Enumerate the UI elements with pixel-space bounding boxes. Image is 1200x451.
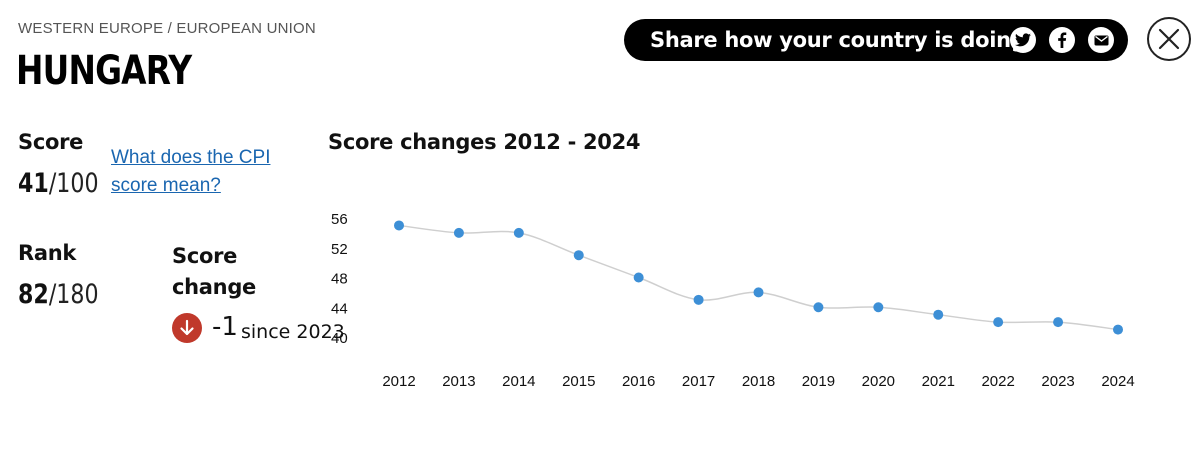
cpi-score-link[interactable]: What does the CPI score mean?	[111, 147, 271, 196]
x-tick-label: 2017	[682, 373, 715, 390]
x-tick-label: 2019	[802, 373, 835, 390]
data-point[interactable]	[813, 302, 824, 313]
data-point[interactable]	[633, 272, 644, 283]
x-tick-label: 2020	[862, 373, 895, 390]
facebook-icon[interactable]	[1049, 27, 1075, 53]
twitter-icon[interactable]	[1010, 27, 1036, 53]
y-tick-label: 48	[331, 271, 348, 288]
data-point[interactable]	[753, 287, 764, 298]
data-point[interactable]	[933, 309, 944, 320]
x-tick-label: 2024	[1101, 373, 1134, 390]
share-bar: Share how your country is doing	[624, 19, 1128, 61]
rank-label: Rank	[18, 241, 77, 265]
chart-title: Score changes 2012 - 2024	[328, 130, 641, 154]
region-breadcrumb: WESTERN EUROPE / EUROPEAN UNION	[18, 20, 316, 37]
x-tick-label: 2012	[382, 373, 415, 390]
page-title: HUNGARY	[16, 48, 192, 94]
score-change-since: since 2023	[241, 321, 345, 343]
x-tick-label: 2023	[1041, 373, 1074, 390]
x-tick-label: 2014	[502, 373, 535, 390]
data-point[interactable]	[394, 220, 404, 231]
data-point[interactable]	[693, 294, 704, 305]
score-change-label: Score change	[172, 244, 256, 299]
y-tick-label: 56	[331, 211, 348, 228]
x-tick-label: 2021	[922, 373, 955, 390]
x-tick-label: 2022	[981, 373, 1014, 390]
y-tick-label: 40	[331, 330, 348, 347]
data-point[interactable]	[873, 302, 884, 313]
data-point[interactable]	[1053, 317, 1064, 328]
rank-value: 82/180	[18, 279, 99, 310]
x-tick-label: 2015	[562, 373, 595, 390]
arrow-down-icon	[172, 313, 202, 343]
score-label: Score	[18, 130, 84, 154]
data-point[interactable]	[993, 317, 1004, 328]
score-change-value: -1	[212, 312, 238, 342]
close-button[interactable]	[1147, 17, 1191, 61]
data-point[interactable]	[513, 227, 524, 238]
close-icon	[1158, 28, 1180, 50]
data-point[interactable]	[453, 227, 464, 238]
x-tick-label: 2018	[742, 373, 775, 390]
share-label: Share how your country is doing	[650, 28, 1026, 52]
data-point[interactable]	[573, 250, 584, 261]
data-point[interactable]	[1113, 324, 1123, 335]
email-icon[interactable]	[1088, 27, 1114, 53]
y-tick-label: 44	[331, 300, 348, 317]
y-tick-label: 52	[331, 241, 348, 258]
x-tick-label: 2013	[442, 373, 475, 390]
series-line	[398, 224, 1119, 331]
x-tick-label: 2016	[622, 373, 655, 390]
score-value: 41/100	[18, 168, 99, 199]
